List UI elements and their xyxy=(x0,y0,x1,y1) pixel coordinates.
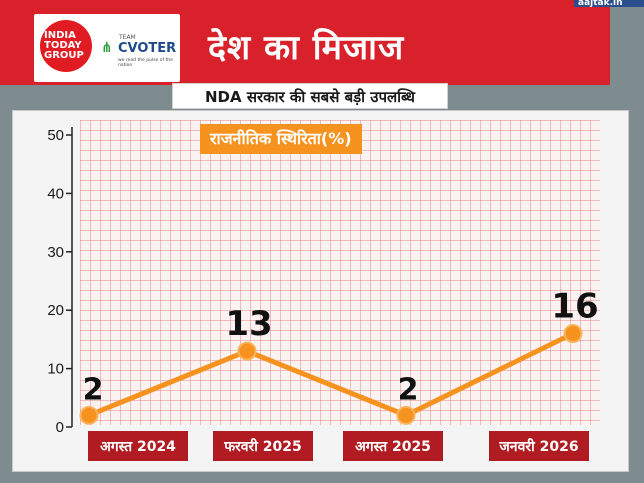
y-tick-label: 40 xyxy=(47,185,64,202)
plot-area xyxy=(80,120,600,425)
cvoter-logo-text: CVOTER xyxy=(118,41,177,56)
y-tick-label: 30 xyxy=(47,244,64,261)
logo-panel: INDIA TODAY GROUP TEAM ⋔ CVOTER we read … xyxy=(34,14,180,82)
y-tick-label: 50 xyxy=(47,127,64,144)
chart-title: राजनीतिक स्थिरिता(%) xyxy=(200,124,362,154)
logo-text-line2: TODAY xyxy=(44,40,82,51)
category-box xyxy=(88,431,188,461)
data-point xyxy=(563,324,583,344)
category-box xyxy=(489,431,589,461)
data-label: 13 xyxy=(225,304,272,344)
series-line xyxy=(86,331,576,418)
category-box xyxy=(213,431,313,461)
y-tick-label: 0 xyxy=(56,419,64,436)
page-title: देश का मिजाज xyxy=(208,28,405,68)
x-category-label: अगस्त 2025 xyxy=(355,439,431,455)
logo-text-line1: INDIA xyxy=(44,30,76,41)
category-box xyxy=(343,431,443,461)
x-category-label: जनवरी 2026 xyxy=(498,438,578,455)
data-point xyxy=(79,405,99,425)
x-category-label: फरवरी 2025 xyxy=(223,438,302,455)
data-label: 2 xyxy=(398,372,419,407)
subtitle: NDA सरकार की सबसे बड़ी उपलब्धि xyxy=(205,88,415,106)
y-tick-label: 20 xyxy=(47,302,64,319)
data-point xyxy=(237,341,257,361)
data-label: 16 xyxy=(551,287,598,327)
logo-text-line3: GROUP xyxy=(44,50,84,61)
data-label: 2 xyxy=(83,372,104,407)
cvoter-icon: ⋔ xyxy=(101,40,113,56)
cvoter-tagline: we read the pulse of the nation xyxy=(118,58,173,68)
brand-badge: aajtak.in xyxy=(574,0,644,7)
team-label: TEAM xyxy=(119,34,136,41)
subtitle-panel: NDA सरकार की सबसे बड़ी उपलब्धि xyxy=(172,83,448,109)
x-category-label: अगस्त 2024 xyxy=(100,439,176,455)
india-today-logo: INDIA TODAY GROUP xyxy=(40,20,92,72)
data-point xyxy=(396,405,416,425)
y-tick-label: 10 xyxy=(47,361,64,378)
